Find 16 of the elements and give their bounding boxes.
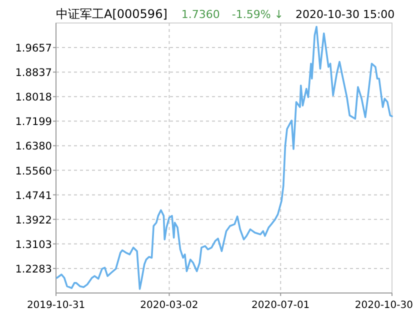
y-tick-label: 1.8018: [15, 92, 52, 104]
y-tick-label: 1.3922: [15, 214, 52, 226]
y-tick-label: 1.6380: [15, 140, 52, 153]
y-tick-label: 1.5560: [15, 165, 52, 178]
x-tick-label: 2020-07-01: [252, 300, 310, 311]
y-tick-label: 1.9657: [15, 42, 52, 55]
x-tick-label: 2019-10-31: [26, 300, 86, 311]
y-tick-label: 1.4741: [15, 190, 52, 202]
x-tick-label: 2020-03-02: [140, 300, 198, 311]
y-tick-label: 1.7199: [15, 116, 52, 128]
x-tick-label: 2020-10-30: [354, 300, 413, 311]
y-tick-label: 1.2283: [15, 263, 52, 276]
y-tick-label: 1.8837: [15, 67, 52, 80]
line-series: [56, 26, 393, 290]
y-tick-label: 1.3103: [15, 238, 52, 251]
title: 中证军工A[000596] 1.7360 -1.59% ↓ 2020-10-30 15:00: [56, 7, 395, 21]
